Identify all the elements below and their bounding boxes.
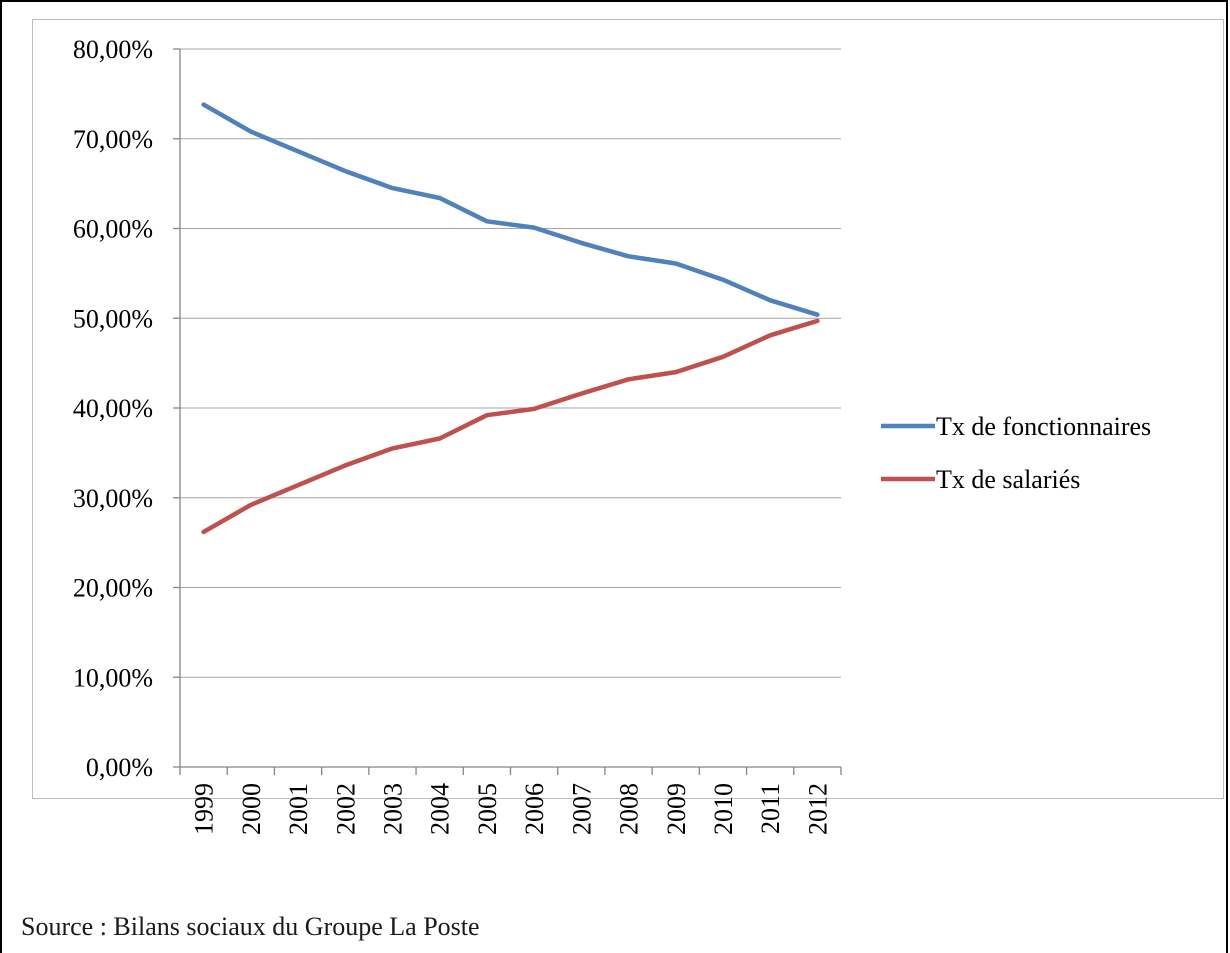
source-note: Source : Bilans sociaux du Groupe La Pos… xyxy=(21,912,480,941)
series-lines xyxy=(201,102,820,535)
x-tick-label: 2001 xyxy=(284,783,313,835)
x-tick-label: 1999 xyxy=(190,783,219,835)
y-tick-label: 10,00% xyxy=(73,663,153,692)
legend-label: Tx de salariés xyxy=(936,465,1080,494)
x-tick-label: 2011 xyxy=(756,783,785,834)
y-tick-label: 50,00% xyxy=(73,304,153,333)
legend: Tx de fonctionnaires Tx de salariés xyxy=(881,412,1151,494)
x-tick-label: 2007 xyxy=(567,783,596,835)
y-tick-label: 0,00% xyxy=(86,753,153,782)
x-tick-label: 2004 xyxy=(426,783,455,835)
y-tick-label: 20,00% xyxy=(73,574,153,603)
x-tick-label: 2005 xyxy=(473,783,502,835)
x-tick-label: 2006 xyxy=(520,783,549,835)
y-tick-label: 30,00% xyxy=(73,484,153,513)
y-tick-label: 80,00% xyxy=(73,35,153,64)
x-tick-label: 2008 xyxy=(615,783,644,835)
y-tick-label: 60,00% xyxy=(73,215,153,244)
x-tick-label: 2012 xyxy=(803,783,832,835)
series-line-fonctionnaires xyxy=(201,102,820,317)
chart-area xyxy=(32,19,1224,799)
y-tick-label: 40,00% xyxy=(73,394,153,423)
y-tick-labels: 0,00% 10,00% 20,00% 30,00% 40,00% 50,00% 60,00… xyxy=(73,35,153,782)
x-tick-label: 2002 xyxy=(331,783,360,835)
axes xyxy=(173,48,842,775)
series-line-salaries xyxy=(201,318,820,535)
x-tick-labels: 1999 2000 2001 2002 2003 2004 2005 2006 2007 2008… xyxy=(190,783,833,835)
y-tick-label: 70,00% xyxy=(73,125,153,154)
x-tick-label: 2000 xyxy=(237,783,266,835)
x-tick-label: 2010 xyxy=(709,783,738,835)
x-tick-label: 2009 xyxy=(662,783,691,835)
x-tick-label: 2003 xyxy=(378,783,407,835)
gridlines xyxy=(180,48,841,678)
legend-label: Tx de fonctionnaires xyxy=(936,412,1151,441)
